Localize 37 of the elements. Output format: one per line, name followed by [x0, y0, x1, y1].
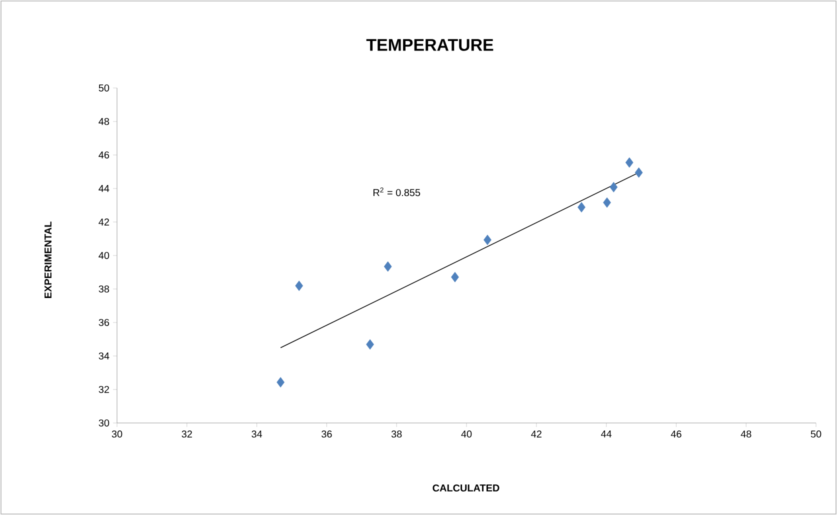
y-tick-label: 44 [98, 185, 110, 192]
y-tick-label: 30 [98, 419, 110, 427]
y-tick-label: 34 [98, 352, 110, 360]
y-tick-label: 32 [98, 386, 109, 394]
point [451, 272, 459, 282]
x-tick-label: 42 [531, 430, 542, 438]
point [295, 280, 304, 291]
point [366, 339, 374, 350]
x-tick-label: 34 [252, 430, 262, 438]
x-tick-label: 40 [461, 430, 472, 438]
y-tick-label: 38 [98, 285, 110, 293]
x-tick-label: 44 [601, 430, 612, 438]
y-tick-label: 40 [98, 252, 110, 260]
x-tick-label: 32 [182, 430, 192, 438]
x-tick-label: 36 [322, 430, 332, 438]
point [610, 182, 618, 192]
x-axis-title: CALCULATED [432, 484, 500, 492]
y-tick-label: 46 [98, 151, 110, 159]
annotation: R$^{2}$ = 0.855 [373, 188, 420, 196]
chart-title: TEMPERATURE [366, 39, 494, 51]
y-tick-label: 42 [98, 218, 109, 226]
x-tick-label: 50 [810, 430, 822, 438]
point [484, 234, 492, 246]
point [625, 157, 634, 168]
y-tick-label: 50 [98, 84, 110, 92]
point [634, 167, 643, 178]
x-tick-label: 48 [740, 430, 752, 438]
y-tick-label: 48 [98, 118, 110, 126]
point [276, 377, 285, 388]
point [603, 197, 611, 208]
point [578, 202, 586, 212]
x-tick-label: 46 [670, 430, 682, 438]
y-axis-title: EXPERIMENTAL [44, 222, 52, 298]
x-tick-label: 30 [112, 430, 122, 438]
y-tick-label: 36 [98, 318, 110, 326]
point [384, 261, 392, 272]
x-tick-label: 38 [391, 430, 402, 438]
